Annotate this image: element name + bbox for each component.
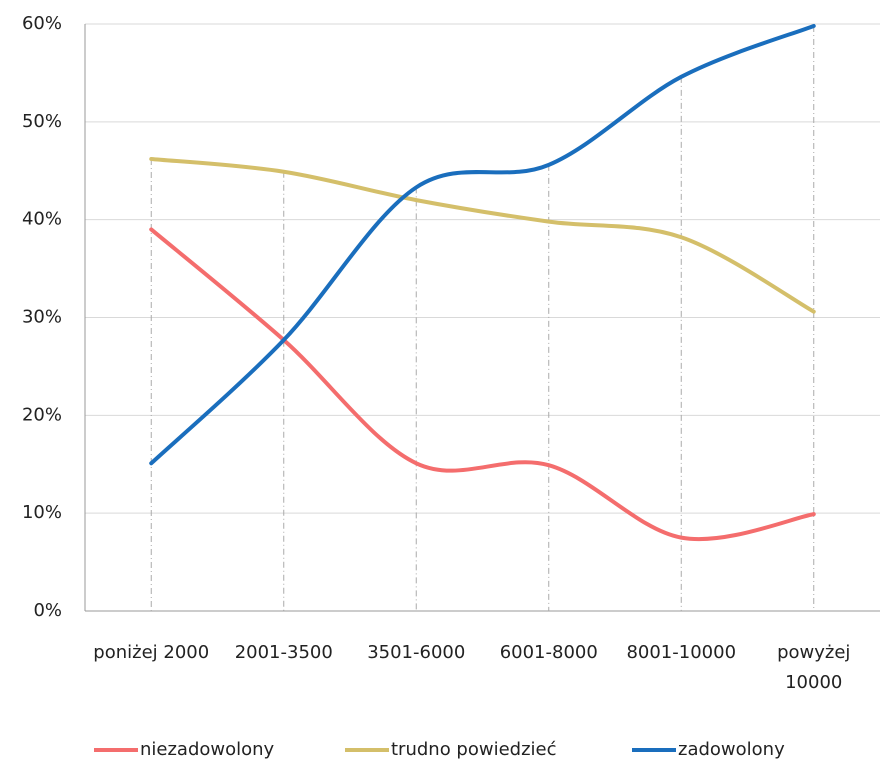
- legend-label: niezadowolony: [140, 739, 275, 760]
- legend-item: zadowolony: [632, 739, 785, 760]
- legend-label: trudno powiedzieć: [391, 739, 557, 760]
- series-line: [149, 23, 816, 466]
- y-tick-label: 60%: [22, 13, 62, 34]
- x-tick-label: powyżej 10000: [777, 642, 851, 693]
- y-tick-label: 10%: [22, 502, 62, 523]
- legend-item: trudno powiedzieć: [345, 739, 557, 760]
- y-tick-label: 50%: [22, 111, 62, 132]
- x-tick-label: poniżej 2000: [93, 642, 210, 663]
- y-tick-label: 20%: [22, 404, 62, 425]
- x-tick-label: 2001-3500: [234, 642, 333, 663]
- series-line: [149, 227, 816, 541]
- x-tick-label: 3501-6000: [367, 642, 466, 663]
- y-tick-label: 0%: [33, 600, 62, 621]
- y-tick-label: 30%: [22, 307, 62, 328]
- x-tick-label: 8001-10000: [626, 642, 737, 663]
- legend-item: niezadowolony: [94, 739, 275, 760]
- legend-label: zadowolony: [678, 739, 785, 760]
- x-tick-label: 6001-8000: [499, 642, 598, 663]
- y-tick-label: 40%: [22, 209, 62, 230]
- series-line: [149, 157, 816, 314]
